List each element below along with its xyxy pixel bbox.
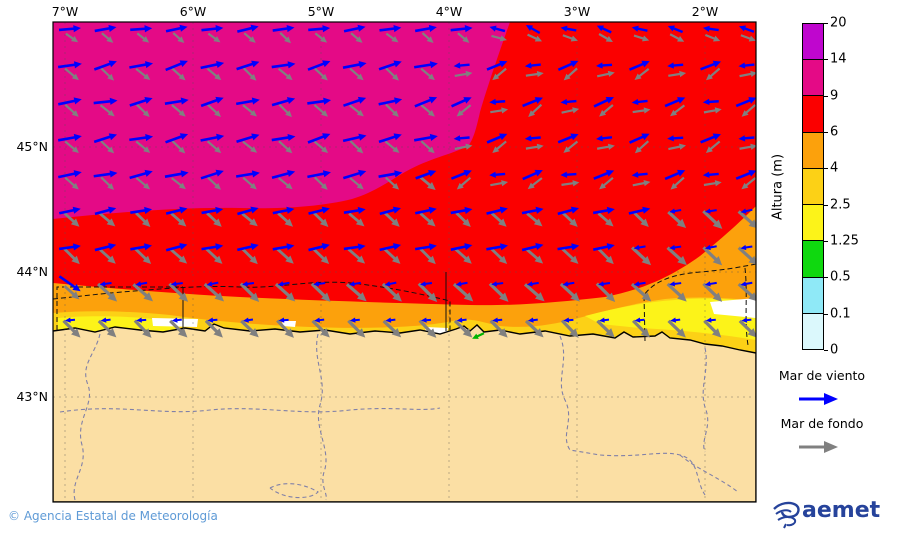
lat-label: 43°N bbox=[16, 389, 48, 404]
lat-label: 45°N bbox=[16, 139, 48, 154]
copyright-text: © Agencia Estatal de Meteorología bbox=[8, 509, 218, 523]
colorbar-tick-label: 14 bbox=[830, 51, 847, 67]
colorbar-tick-label: 20 bbox=[830, 15, 847, 31]
lon-label: 4°W bbox=[436, 4, 463, 19]
colorbar-segment bbox=[803, 241, 823, 278]
colorbar-segment bbox=[803, 96, 823, 133]
aemet-logo-text: aemet bbox=[802, 498, 881, 523]
colorbar-segment bbox=[803, 168, 823, 206]
colorbar-segment bbox=[803, 277, 823, 314]
lon-label: 7°W bbox=[52, 4, 79, 19]
colorbar-tick-label: 4 bbox=[830, 160, 839, 176]
map-frame bbox=[52, 21, 757, 503]
maritime-zone-boundaries bbox=[53, 263, 756, 346]
wave-arrow-field bbox=[57, 24, 756, 339]
colorbar-tick-label: 0 bbox=[830, 342, 839, 358]
colorbar: Altura (m) 20 14 9 6 4 2.5 1.25 0.5 0.1 0 bbox=[771, 16, 859, 358]
colorbar-segment bbox=[803, 60, 823, 97]
colorbar-segment bbox=[803, 132, 823, 169]
province-borders bbox=[59, 333, 739, 501]
colorbar-title: Altura (m) bbox=[770, 153, 786, 220]
aemet-logo: aemet bbox=[770, 497, 892, 529]
colorbar-segment bbox=[803, 205, 823, 242]
legend-swell-arrow-icon bbox=[799, 441, 838, 453]
legend-swell-label: Mar de fondo bbox=[780, 416, 864, 431]
latitude-labels: 45°N 44°N 43°N bbox=[16, 139, 48, 404]
sea-region-1.25-2.5m bbox=[58, 298, 756, 340]
lon-label: 6°W bbox=[180, 4, 207, 19]
longitude-labels: 7°W 6°W 5°W 4°W 3°W 2°W bbox=[52, 4, 719, 19]
lon-label: 2°W bbox=[692, 4, 719, 19]
colorbar-scale bbox=[802, 23, 824, 350]
colorbar-segment bbox=[803, 24, 823, 61]
colorbar-tick-label: 6 bbox=[830, 124, 839, 140]
colorbar-tick-label: 9 bbox=[830, 88, 839, 104]
legend-wind-label: Mar de viento bbox=[778, 368, 866, 383]
sea-region-9-14m bbox=[53, 22, 510, 219]
legend-wind-arrow-icon bbox=[799, 393, 838, 405]
colorbar-segment bbox=[803, 313, 823, 349]
aemet-logo-icon bbox=[773, 501, 800, 529]
lat-label: 44°N bbox=[16, 264, 48, 279]
colorbar-tick-label: 2.5 bbox=[830, 197, 851, 213]
lon-label: 5°W bbox=[308, 4, 335, 19]
colorbar-tick-label: 1.25 bbox=[830, 233, 859, 249]
colorbar-tick-label: 0.1 bbox=[830, 306, 851, 322]
lon-label: 3°W bbox=[564, 4, 591, 19]
colorbar-tick-label: 0.5 bbox=[830, 269, 851, 285]
land-region bbox=[53, 323, 756, 502]
